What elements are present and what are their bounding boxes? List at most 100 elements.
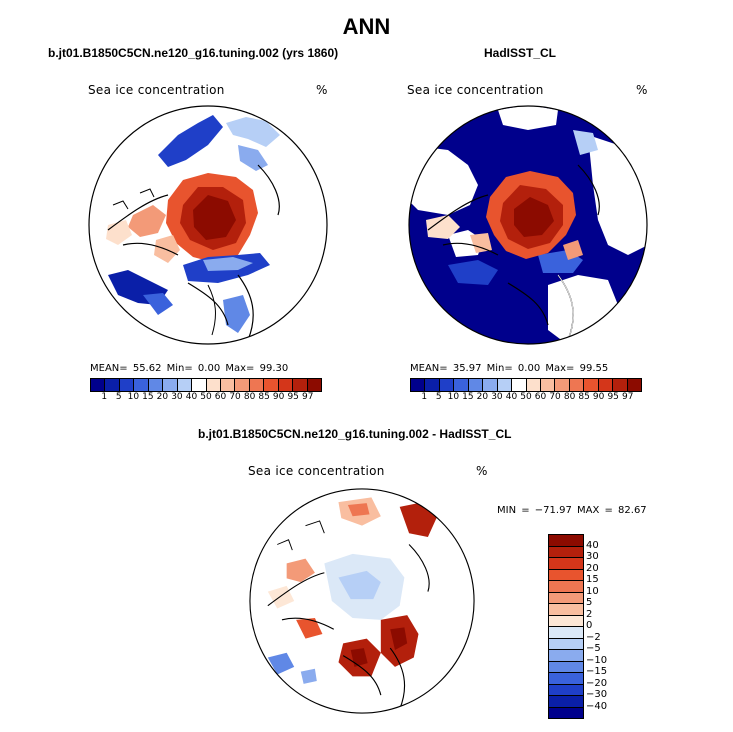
- left-colorbar-tick-label: 15: [142, 392, 154, 402]
- left-colorbar-swatch: [278, 379, 294, 391]
- left-colorbar-swatch: [134, 379, 149, 391]
- left-colorbar-swatch: [91, 379, 106, 391]
- left-colorbar-tick-label: 40: [185, 392, 198, 402]
- diff-colorbar-tick-label: −10: [586, 654, 608, 666]
- left-colorbar-swatch: [235, 379, 250, 391]
- diff-colorbar-swatch: [549, 638, 583, 650]
- diff-colorbar-tick-label: 10: [586, 585, 599, 597]
- diff-colorbar-tick-label: 40: [586, 539, 599, 551]
- right-colorbar-tick-label: 50: [520, 392, 532, 402]
- diff-colorbar-tick-label: 15: [586, 574, 599, 585]
- left-colorbar-tick-label: 80: [243, 392, 256, 402]
- left-colorbar-tick-label: 1: [101, 392, 108, 402]
- right-colorbar-swatch: [454, 379, 469, 391]
- left-colorbar-swatch: [220, 379, 236, 391]
- left-panel-title: b.jt01.B1850C5CN.ne120_g16.tuning.002 (y…: [48, 46, 339, 60]
- diff-colorbar-tick-label: −2: [586, 631, 601, 643]
- right-variable-label: Sea ice concentration: [407, 83, 544, 97]
- diff-colorbar-tick-label: −5: [586, 643, 601, 654]
- left-colorbar-swatch: [249, 379, 265, 391]
- right-polar-map: [408, 105, 648, 345]
- diff-colorbar-swatch: [549, 546, 583, 558]
- diff-colorbar-tick-label: −40: [586, 700, 608, 712]
- left-colorbar-tick-label: 97: [301, 392, 314, 402]
- left-colorbar-tick-label: 85: [258, 392, 270, 402]
- diff-colorbar-swatch: [549, 696, 583, 708]
- right-colorbar-swatch: [627, 379, 641, 391]
- right-colorbar-swatch: [584, 379, 599, 391]
- left-colorbar-swatch: [163, 379, 178, 391]
- diff-stats: MIN = −71.97 MAX = 82.67: [497, 505, 647, 516]
- left-stats: MEAN= 55.62 Min= 0.00 Max= 99.30: [90, 363, 289, 374]
- left-colorbar-swatch: [307, 379, 321, 391]
- left-colorbar-swatch: [206, 379, 221, 391]
- left-colorbar-tick-label: 5: [115, 392, 122, 402]
- diff-colorbar-tick-label: 5: [586, 597, 593, 608]
- left-colorbar-swatch: [293, 379, 308, 391]
- diff-colorbar-swatch: [549, 581, 583, 593]
- right-colorbar-tick-label: 80: [563, 392, 576, 402]
- left-variable-label: Sea ice concentration: [88, 83, 225, 97]
- left-colorbar-swatch: [177, 379, 193, 391]
- diff-colorbar-swatch: [549, 673, 583, 685]
- right-colorbar: 1 5 10 15 20 30 40 50 60 70 80 85 90 95 97: [410, 378, 642, 402]
- diff-colorbar-swatch: [549, 650, 583, 662]
- left-colorbar-tick-label: 30: [171, 392, 183, 402]
- right-colorbar-swatch: [540, 379, 556, 391]
- diff-colorbar-swatch: [549, 558, 583, 570]
- left-colorbar-swatch: [119, 379, 135, 391]
- right-stats: MEAN= 35.97 Min= 0.00 Max= 99.55: [410, 363, 609, 374]
- right-panel-title: HadISST_CL: [484, 46, 557, 60]
- left-colorbar-tick-label: 95: [287, 392, 299, 402]
- left-colorbar-tick-label: 20: [156, 392, 169, 402]
- right-colorbar-tick-label: 97: [621, 392, 634, 402]
- diff-colorbar-tick-label: −30: [586, 689, 608, 700]
- right-colorbar-tick-label: 20: [476, 392, 489, 402]
- diff-colorbar-labels: 40 30 20 15 10 5 2 0 −2 −5 −10 −15 −20 −30 −40: [586, 534, 626, 724]
- left-colorbar-swatch: [148, 379, 164, 391]
- diff-colorbar-tick-label: 0: [586, 620, 593, 631]
- diff-colorbar-tick-label: −15: [586, 666, 608, 677]
- right-colorbar-tick-label: 15: [462, 392, 474, 402]
- diff-colorbar-swatch: [549, 684, 583, 696]
- right-colorbar-tick-label: 90: [592, 392, 605, 402]
- diff-colorbar: [548, 534, 584, 719]
- diff-colorbar-swatch: [549, 661, 583, 673]
- right-units-label: %: [636, 83, 648, 97]
- left-colorbar-swatch: [105, 379, 120, 391]
- diff-colorbar-swatch: [549, 535, 583, 547]
- right-colorbar-tick-label: 60: [534, 392, 547, 402]
- diff-colorbar-tick-label: 20: [586, 562, 599, 574]
- diff-colorbar-tick-label: −20: [586, 677, 608, 689]
- diff-polar-map: [249, 488, 475, 714]
- right-colorbar-swatch: [425, 379, 440, 391]
- right-colorbar-swatch: [483, 379, 498, 391]
- diff-colorbar-swatch: [549, 604, 583, 616]
- diff-colorbar-tick-label: 30: [586, 551, 599, 562]
- right-colorbar-swatch: [526, 379, 541, 391]
- left-colorbar-tick-label: 50: [200, 392, 212, 402]
- right-colorbar-tick-label: 40: [505, 392, 518, 402]
- right-colorbar-tick-label: 10: [447, 392, 460, 402]
- right-colorbar-swatch: [512, 379, 527, 391]
- right-colorbar-swatch: [613, 379, 628, 391]
- diff-colorbar-swatch: [549, 592, 583, 604]
- diff-units-label: %: [476, 464, 488, 478]
- left-colorbar-tick-label: 10: [127, 392, 140, 402]
- diff-panel-title: b.jt01.B1850C5CN.ne120_g16.tuning.002 - …: [198, 427, 512, 441]
- right-colorbar-swatch: [555, 379, 570, 391]
- left-colorbar-tick-label: 70: [229, 392, 241, 402]
- right-colorbar-swatch: [468, 379, 484, 391]
- diff-colorbar-swatch: [549, 707, 583, 718]
- right-colorbar-tick-label: 95: [607, 392, 619, 402]
- right-colorbar-tick-label: 85: [578, 392, 590, 402]
- right-colorbar-swatch: [569, 379, 585, 391]
- right-colorbar-tick-label: 70: [549, 392, 561, 402]
- left-units-label: %: [316, 83, 328, 97]
- left-colorbar: 1 5 10 15 20 30 40 50 60 70 80 85 90 95 97: [90, 378, 322, 402]
- right-colorbar-tick-label: 30: [491, 392, 503, 402]
- right-colorbar-swatch: [439, 379, 455, 391]
- diff-colorbar-swatch: [549, 615, 583, 627]
- right-colorbar-tick-label: 1: [421, 392, 428, 402]
- left-colorbar-tick-label: 60: [214, 392, 227, 402]
